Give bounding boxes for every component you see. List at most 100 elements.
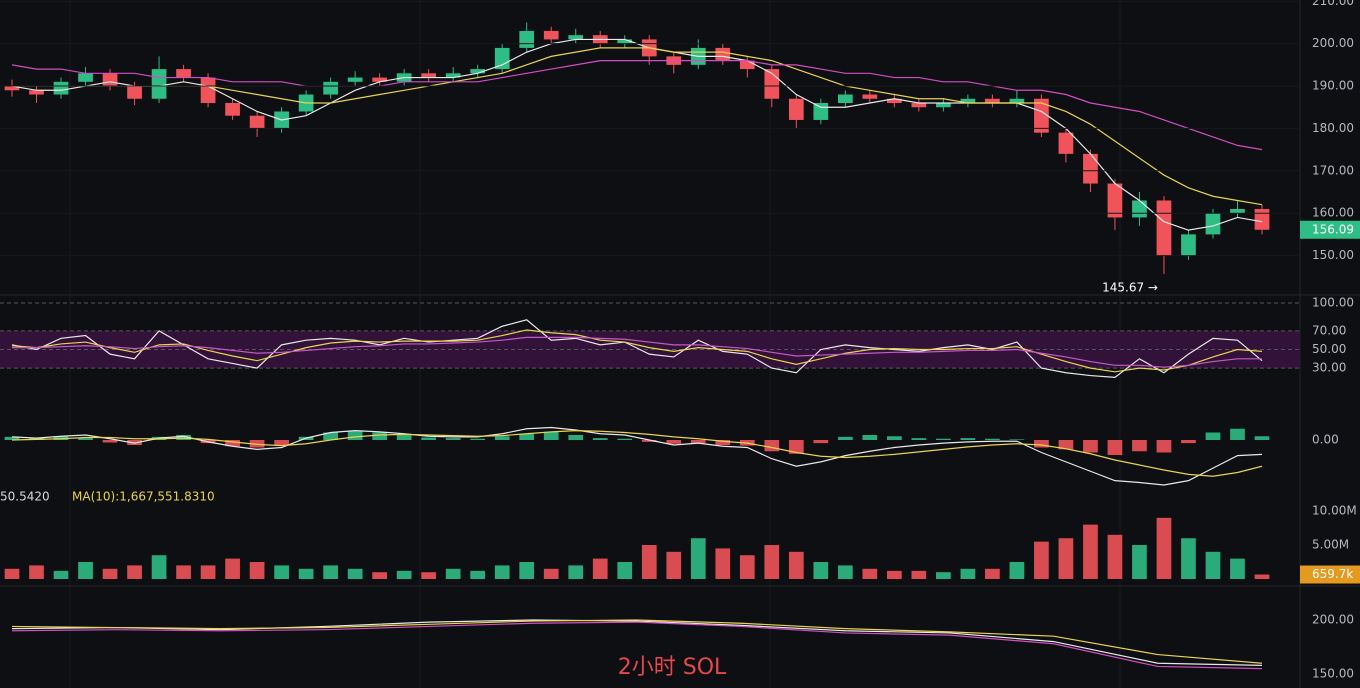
candle-body [813,102,829,120]
histogram-bar [666,440,682,444]
candle-body [445,73,461,78]
indicator-line [11,619,1263,666]
histogram-bar [1058,440,1074,450]
candle-body [568,35,584,40]
candle-body [347,77,363,82]
histogram-bar [543,568,559,579]
histogram-bar [29,565,44,579]
histogram-bar [813,440,829,444]
volume-value: 50.5420 [0,490,50,504]
y-tick-label: 5.00M [1312,538,1349,552]
candle-body [323,81,338,95]
histogram-bar [1107,440,1123,455]
y-tick-label: 200.00 [1312,612,1354,626]
histogram-bar [176,435,191,440]
histogram-bar [568,565,584,579]
last-price-box [1300,220,1360,239]
indicator-line [11,60,1263,151]
candle-body [543,30,559,40]
histogram-bar [127,440,142,445]
histogram-bar [1254,574,1270,579]
candle-body [1009,98,1025,103]
last-volume-label: 659.7k [1312,567,1353,581]
histogram-bar [911,438,927,440]
histogram-bar [102,568,118,579]
histogram-bar [592,438,608,440]
histogram-bar [617,438,633,440]
histogram-bar [102,440,118,443]
histogram-bar [200,565,216,579]
histogram-bar [936,438,951,440]
histogram-bar [323,432,338,440]
histogram-bar [519,433,535,440]
histogram-bar [421,572,437,579]
histogram-bar [78,562,93,579]
candle-body [960,98,976,103]
candle-body [1058,132,1074,154]
histogram-bar [1181,538,1196,579]
histogram-bar [715,548,731,579]
histogram-bar [813,562,829,579]
candle-body [200,77,216,103]
histogram-bar [445,438,461,440]
histogram-bar [1132,440,1147,452]
y-tick-label: 70.00 [1312,323,1346,337]
histogram-bar [1058,538,1074,579]
low-annotation: 145.67 → [1102,280,1158,294]
histogram-bar [29,437,44,440]
histogram-bar [936,572,951,579]
histogram-bar [985,568,1000,579]
histogram-bar [592,558,608,579]
histogram-bar [862,568,878,579]
histogram-bar [372,572,387,579]
histogram-bar [249,562,265,579]
y-tick-label: 210.00 [1312,0,1354,8]
last-volume-box [1300,565,1360,584]
histogram-bar [519,562,535,579]
histogram-bar [1205,432,1221,440]
candle-body [715,47,731,61]
histogram-bar [641,545,657,579]
candle-body [225,102,240,116]
histogram-bar [347,431,363,440]
histogram-bar [568,435,584,440]
candle-body [53,81,69,95]
histogram-bar [78,438,93,440]
candle-body [1156,200,1172,256]
histogram-bar [494,436,510,440]
histogram-bar [372,432,387,440]
candle-body [1205,213,1221,235]
y-tick-label: 180.00 [1312,121,1354,135]
candle-body [788,98,804,120]
candle-body [1034,98,1049,133]
candle-body [29,90,44,95]
candle-body [911,102,927,108]
histogram-bar [862,435,878,440]
candle-body [151,69,167,99]
histogram-bar [225,558,240,579]
y-tick-label: 10.00M [1312,504,1357,518]
y-tick-label: 0.00 [1312,433,1339,447]
histogram-bar [298,568,314,579]
y-tick-label: 150.00 [1312,248,1354,262]
histogram-bar [739,555,755,579]
histogram-bar [788,440,804,454]
candle-body [739,60,755,70]
histogram-bar [911,570,927,579]
y-tick-label: 170.00 [1312,163,1354,177]
histogram-bar [887,436,902,440]
histogram-bar [4,436,20,440]
indicator-line [11,38,1263,231]
histogram-bar [764,545,780,579]
candle-body [421,73,437,78]
histogram-bar [1107,534,1123,579]
histogram-bar [1156,440,1172,453]
histogram-bar [960,568,976,579]
candle-body [985,98,1000,103]
histogram-bar [347,568,363,579]
candle-body [1254,208,1270,230]
histogram-bar [176,565,191,579]
candle-body [1107,183,1123,218]
candle-body [1230,208,1245,214]
